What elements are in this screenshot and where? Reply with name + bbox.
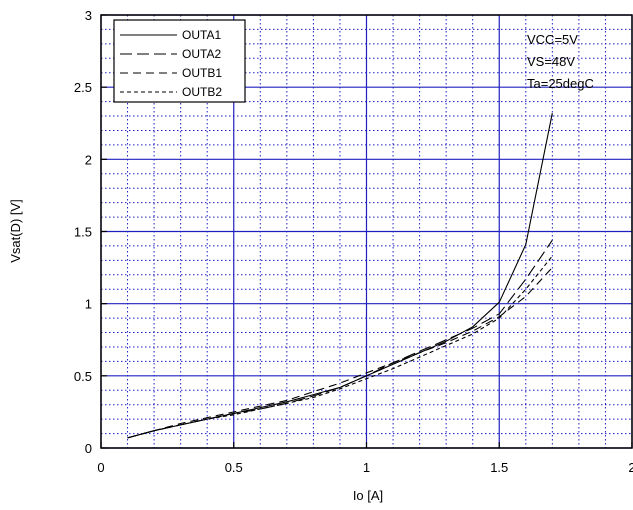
- legend-label-outa1: OUTA1: [182, 28, 221, 42]
- y-tick-label: 0: [85, 441, 92, 456]
- x-axis-label: Io [A]: [353, 488, 383, 503]
- annotation-vcc: VCC=5V: [527, 32, 578, 47]
- series-layer: [127, 112, 553, 439]
- y-axis-label: Vsat(D) [V]: [8, 199, 23, 263]
- legend-label-outb2: OUTB2: [182, 85, 222, 99]
- y-tick-label: 1.5: [74, 225, 92, 240]
- y-tick-labels: 0 0.5 1 1.5 2 2.5 3: [74, 8, 92, 456]
- annotation-ta: Ta=25degC: [527, 76, 594, 91]
- annotation-vs: VS=48V: [527, 54, 575, 69]
- x-tick-label: 1.5: [490, 460, 508, 475]
- x-tick-label: 0: [97, 460, 104, 475]
- conditions-annotation: VCC=5V VS=48V Ta=25degC: [527, 32, 594, 91]
- y-tick-label: 0.5: [74, 369, 92, 384]
- legend-label-outa2: OUTA2: [182, 47, 221, 61]
- legend-box: [113, 19, 246, 103]
- y-tick-label: 3: [85, 8, 92, 23]
- y-tick-label: 1: [85, 297, 92, 312]
- x-tick-label: 0.5: [225, 460, 243, 475]
- series-line-outb2: [127, 255, 553, 439]
- x-tick-label: 2: [628, 460, 633, 475]
- x-tick-labels: 0 0.5 1 1.5 2: [97, 460, 633, 475]
- y-tick-label: 2.5: [74, 80, 92, 95]
- x-tick-label: 1: [363, 460, 370, 475]
- y-tick-label: 2: [85, 152, 92, 167]
- legend: OUTA1 OUTA2 OUTB1 OUTB2: [113, 19, 246, 103]
- legend-label-outb1: OUTB1: [182, 66, 222, 80]
- axis-ticks: [100, 14, 633, 449]
